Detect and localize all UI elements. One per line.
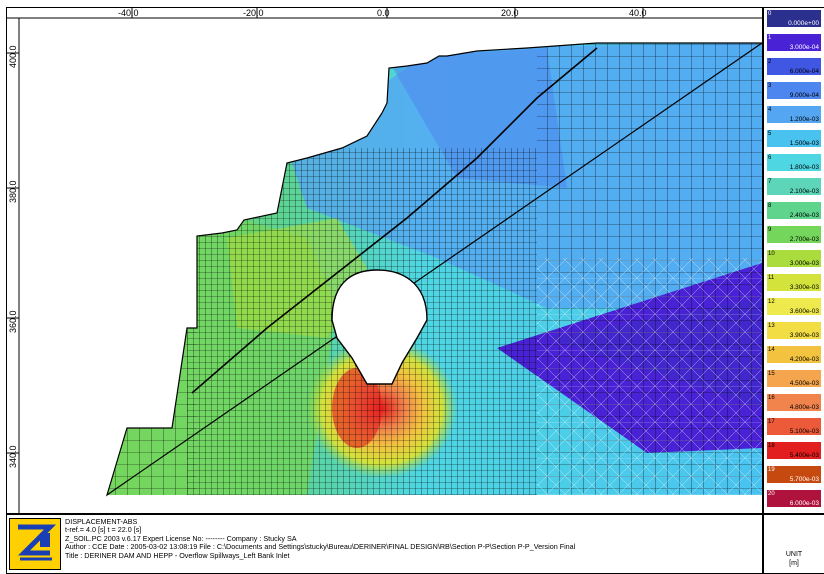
legend-value: 2.400e-03 (789, 212, 819, 219)
x-tick-label: 0.0 (377, 8, 390, 18)
legend-value: 3.600e-03 (789, 308, 819, 315)
legend-item: 16 4.800e-03 (767, 394, 821, 411)
legend-value: 2.100e-03 (789, 188, 819, 195)
y-tick-label: 380.0 (8, 180, 18, 203)
x-axis-ticks: -40.0 -20.0 0.0 20.0 40.0 (118, 8, 647, 18)
legend-item: 3 9.000e-04 (767, 82, 821, 99)
legend-value: 1.500e-03 (789, 140, 819, 147)
legend-item: 17 5.100e-03 (767, 418, 821, 435)
legend-item: 10 3.000e-03 (767, 250, 821, 267)
unit-box: UNIT [m] (763, 514, 824, 574)
joint-line (191, 47, 598, 394)
legend-index: 10 (768, 251, 775, 257)
legend-item: 15 4.500e-03 (767, 370, 821, 387)
tunnel-opening[interactable] (331, 269, 428, 385)
legend-item: 13 3.900e-03 (767, 322, 821, 339)
zsoil-logo-icon (17, 524, 57, 561)
legend-index: 13 (768, 323, 775, 329)
legend-item: 5 1.500e-03 (767, 130, 821, 147)
legend-value: 9.000e-04 (789, 92, 819, 99)
displacement-contour-plot[interactable]: -40.0 -20.0 0.0 20.0 40.0 400.0 380.0 36… (6, 7, 763, 514)
legend-index: 8 (768, 203, 772, 209)
soil-mass-outline (105, 42, 762, 497)
legend-value: 5.400e-03 (789, 452, 819, 459)
legend-item: 8 2.400e-03 (767, 202, 821, 219)
legend-value: 0.000e+00 (788, 20, 819, 27)
legend-item: 7 2.100e-03 (767, 178, 821, 195)
legend-index: 5 (768, 131, 772, 137)
legend-index: 4 (768, 107, 772, 113)
color-legend: 0 0.000e+00 1 3.000e-04 2 6.000e-04 3 9.000e-04… (763, 7, 824, 514)
legend-index: 11 (768, 275, 775, 281)
legend-index: 12 (768, 299, 775, 305)
legend-item: 18 5.400e-03 (767, 442, 821, 459)
legend-item: 14 4.200e-03 (767, 346, 821, 363)
y-tick-label: 360.0 (8, 310, 18, 333)
contour-canvas: -40.0 -20.0 0.0 20.0 40.0 400.0 380.0 36… (7, 8, 762, 513)
legend-value: 6.000e-03 (789, 500, 819, 507)
x-tick-label: 20.0 (501, 8, 519, 18)
legend-value: 3.300e-03 (789, 284, 819, 291)
legend-value: 2.700e-03 (789, 236, 819, 243)
zsoil-logo (9, 518, 61, 570)
legend-item: 1 3.000e-04 (767, 34, 821, 51)
legend-value: 6.000e-04 (789, 68, 819, 75)
x-tick-label: 40.0 (629, 8, 647, 18)
legend-index: 20 (768, 491, 775, 497)
legend-index: 18 (768, 443, 775, 449)
legend-index: 0 (768, 11, 772, 17)
legend-value: 3.000e-04 (789, 44, 819, 51)
author-file-info: Author : CCE Date : 2005-03-02 13:08:19 … (65, 542, 576, 552)
legend-value: 1.800e-03 (789, 164, 819, 171)
x-tick-label: -40.0 (118, 8, 139, 18)
legend-index: 17 (768, 419, 775, 425)
legend-index: 19 (768, 467, 775, 473)
legend-item: 9 2.700e-03 (767, 226, 821, 243)
project-title: Title : DERINER DAM AND HEPP - Overflow … (65, 550, 290, 560)
result-type: DISPLACEMENT-ABS (65, 517, 138, 526)
legend-item: 4 1.200e-03 (767, 106, 821, 123)
legend-item: 19 5.700e-03 (767, 466, 821, 483)
y-tick-label: 400.0 (8, 45, 18, 68)
y-tick-label: 340.0 (8, 445, 18, 468)
legend-index: 2 (768, 59, 772, 65)
legend-value: 4.200e-03 (789, 356, 819, 363)
legend-index: 6 (768, 155, 772, 161)
legend-value: 3.000e-03 (789, 260, 819, 267)
x-tick-label: -20.0 (243, 8, 264, 18)
legend-value: 5.100e-03 (789, 428, 819, 435)
info-footer: DISPLACEMENT-ABS t-ref.= 4.0 [s] t = 22.… (6, 514, 763, 574)
legend-index: 7 (768, 179, 772, 185)
soil-mass (107, 43, 762, 495)
legend-index: 1 (768, 35, 772, 41)
y-axis-ticks: 400.0 380.0 360.0 340.0 (7, 18, 20, 513)
legend-index: 15 (768, 371, 775, 377)
legend-index: 14 (768, 347, 775, 353)
legend-value: 1.200e-03 (789, 116, 819, 123)
legend-item: 0 0.000e+00 (767, 10, 821, 27)
legend-index: 16 (768, 395, 775, 401)
legend-item: 12 3.600e-03 (767, 298, 821, 315)
legend-item: 20 6.000e-03 (767, 490, 821, 507)
unit-value: [m] (789, 560, 799, 567)
legend-item: 6 1.800e-03 (767, 154, 821, 171)
legend-index: 3 (768, 83, 772, 89)
legend-item: 11 3.300e-03 (767, 274, 821, 291)
legend-value: 3.900e-03 (789, 332, 819, 339)
unit-label: UNIT (785, 551, 803, 558)
legend-value: 4.800e-03 (789, 404, 819, 411)
legend-value: 4.500e-03 (789, 380, 819, 387)
program-info: Z_SOIL.PC 2003 v.6.17 Expert License No:… (65, 533, 297, 543)
legend-index: 9 (768, 227, 772, 233)
time-info: t-ref.= 4.0 [s] t = 22.0 [s] (65, 525, 142, 535)
legend-item: 2 6.000e-04 (767, 58, 821, 75)
legend-value: 5.700e-03 (789, 476, 819, 483)
run-info: DISPLACEMENT-ABS t-ref.= 4.0 [s] t = 22.… (65, 517, 576, 560)
